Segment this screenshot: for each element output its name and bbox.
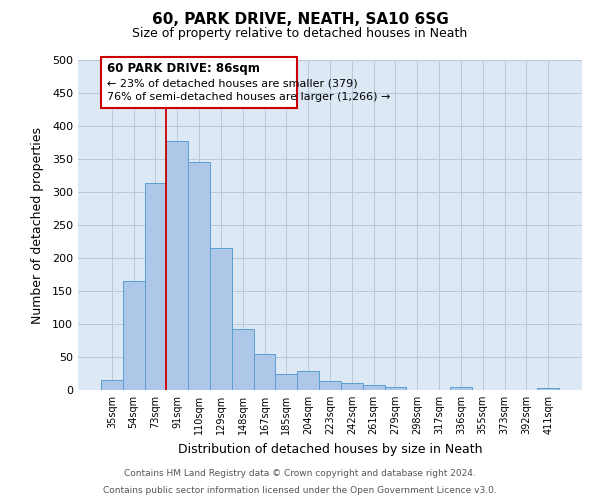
Bar [232,328,254,390]
Text: Contains HM Land Registry data © Crown copyright and database right 2024.: Contains HM Land Registry data © Crown c… [124,468,476,477]
Y-axis label: Number of detached properties: Number of detached properties [31,126,44,324]
Bar [210,248,232,390]
Bar [537,388,559,390]
Bar [319,381,341,390]
Text: Size of property relative to detached houses in Neath: Size of property relative to detached ho… [133,28,467,40]
Bar [363,384,385,390]
Bar [341,384,363,390]
Bar [123,281,145,390]
Text: 60 PARK DRIVE: 86sqm: 60 PARK DRIVE: 86sqm [107,62,260,75]
Bar [101,56,297,108]
X-axis label: Distribution of detached houses by size in Neath: Distribution of detached houses by size … [178,442,482,456]
Bar [145,184,166,390]
Text: Contains public sector information licensed under the Open Government Licence v3: Contains public sector information licen… [103,486,497,495]
Bar [254,354,275,390]
Bar [101,380,123,390]
Bar [166,140,188,390]
Text: 60, PARK DRIVE, NEATH, SA10 6SG: 60, PARK DRIVE, NEATH, SA10 6SG [152,12,448,28]
Bar [297,371,319,390]
Text: ← 23% of detached houses are smaller (379): ← 23% of detached houses are smaller (37… [107,78,358,88]
Text: 76% of semi-detached houses are larger (1,266) →: 76% of semi-detached houses are larger (… [107,92,391,102]
Bar [275,374,297,390]
Bar [385,386,406,390]
Bar [450,388,472,390]
Bar [188,162,210,390]
